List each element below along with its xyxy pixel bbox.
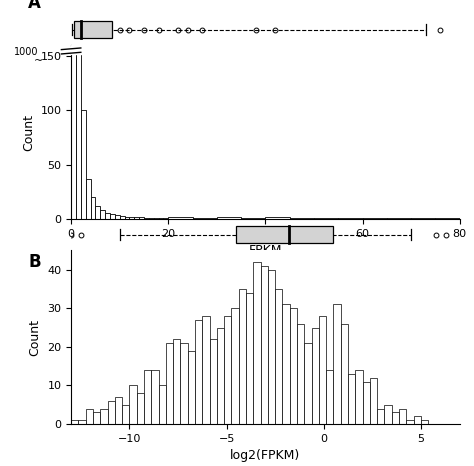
Bar bbox=[100, 409, 108, 424]
Bar bbox=[268, 270, 275, 424]
Bar bbox=[387, 218, 411, 219]
Bar bbox=[137, 393, 144, 424]
Text: B: B bbox=[28, 254, 41, 271]
Bar bbox=[173, 339, 181, 424]
Bar bbox=[129, 217, 134, 219]
Bar bbox=[297, 324, 304, 424]
Bar bbox=[338, 218, 363, 219]
Bar bbox=[261, 266, 268, 424]
Bar bbox=[290, 218, 314, 219]
Bar bbox=[406, 420, 414, 424]
Bar bbox=[164, 218, 168, 219]
Bar bbox=[311, 328, 319, 424]
Bar bbox=[341, 324, 348, 424]
Bar bbox=[108, 401, 115, 424]
Bar bbox=[392, 412, 399, 424]
Bar bbox=[314, 218, 338, 219]
Y-axis label: Count: Count bbox=[29, 319, 42, 356]
X-axis label: FPKM: FPKM bbox=[249, 244, 282, 257]
Bar bbox=[239, 289, 246, 424]
Bar bbox=[110, 213, 115, 219]
Bar bbox=[86, 179, 91, 219]
Bar bbox=[356, 370, 363, 424]
Bar bbox=[399, 409, 406, 424]
Bar bbox=[115, 215, 119, 219]
Bar bbox=[151, 370, 158, 424]
Bar bbox=[119, 216, 125, 219]
Bar bbox=[149, 218, 154, 219]
Bar bbox=[95, 206, 100, 219]
Bar bbox=[181, 343, 188, 424]
Bar bbox=[93, 412, 100, 424]
Bar bbox=[265, 217, 290, 219]
Bar bbox=[122, 405, 129, 424]
Bar bbox=[125, 217, 129, 219]
Bar bbox=[275, 289, 283, 424]
Bar bbox=[168, 217, 192, 219]
Bar bbox=[192, 218, 217, 219]
Text: ~: ~ bbox=[33, 56, 43, 66]
Bar bbox=[73, 21, 112, 38]
Bar bbox=[158, 385, 166, 424]
Bar bbox=[86, 409, 93, 424]
Bar bbox=[333, 304, 341, 424]
Bar bbox=[224, 316, 231, 424]
Bar bbox=[188, 351, 195, 424]
Bar bbox=[166, 343, 173, 424]
Bar bbox=[231, 308, 239, 424]
Bar bbox=[384, 405, 392, 424]
Text: 1000: 1000 bbox=[14, 47, 39, 57]
Bar bbox=[253, 262, 261, 424]
Bar bbox=[129, 385, 137, 424]
Bar bbox=[217, 328, 224, 424]
X-axis label: log2(FPKM): log2(FPKM) bbox=[230, 449, 301, 462]
Bar bbox=[246, 293, 253, 424]
Bar bbox=[78, 420, 86, 424]
Bar bbox=[304, 343, 311, 424]
Bar bbox=[217, 217, 241, 219]
Bar bbox=[241, 218, 265, 219]
Bar bbox=[134, 217, 139, 219]
Bar bbox=[195, 320, 202, 424]
Bar bbox=[76, 48, 81, 219]
Bar bbox=[71, 48, 76, 219]
Bar bbox=[144, 218, 149, 219]
Bar bbox=[71, 45, 460, 54]
Bar bbox=[210, 339, 217, 424]
Bar bbox=[236, 226, 333, 243]
Bar bbox=[71, 420, 78, 424]
Bar bbox=[91, 197, 95, 219]
Bar bbox=[411, 218, 436, 219]
Bar bbox=[363, 218, 387, 219]
Bar bbox=[370, 378, 377, 424]
Bar bbox=[348, 374, 356, 424]
Text: A: A bbox=[28, 0, 41, 13]
Bar bbox=[139, 217, 144, 219]
Bar bbox=[100, 210, 105, 219]
Y-axis label: Count: Count bbox=[22, 114, 35, 151]
Bar bbox=[158, 218, 164, 219]
Bar bbox=[81, 110, 86, 219]
Bar bbox=[421, 420, 428, 424]
Bar bbox=[436, 218, 460, 219]
Bar bbox=[377, 409, 384, 424]
Bar bbox=[290, 308, 297, 424]
Bar bbox=[326, 370, 333, 424]
Bar bbox=[414, 416, 421, 424]
Bar bbox=[105, 212, 110, 219]
Bar bbox=[283, 304, 290, 424]
Bar bbox=[202, 316, 210, 424]
Bar bbox=[363, 382, 370, 424]
Bar bbox=[144, 370, 151, 424]
Bar bbox=[154, 218, 158, 219]
Bar bbox=[319, 316, 326, 424]
Bar bbox=[115, 397, 122, 424]
